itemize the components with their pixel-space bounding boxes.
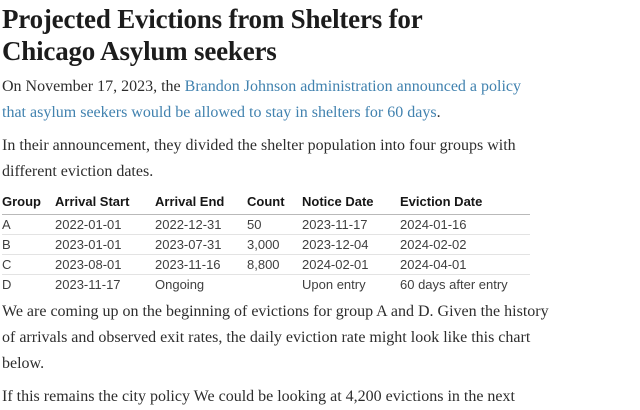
column-header-count: Count [247,192,302,215]
table-cell: 2023-01-01 [55,234,155,255]
column-header-arrival-end: Arrival End [155,192,247,215]
page-title: Projected Evictions from Shelters for Ch… [2,4,423,66]
intro-paragraph: On November 17, 2023, the Brandon Johnso… [2,74,562,126]
policy-announcement-link[interactable]: Brandon Johnson administration announced… [2,78,522,121]
table-cell: 2024-04-01 [400,254,530,275]
intro-text-suffix: . [436,104,441,121]
table-cell: 2023-11-16 [155,254,247,275]
announcement-paragraph: In their announcement, they divided the … [2,137,516,180]
table-row-group-d: D 2023-11-17 Ongoing Upon entry 60 days … [2,275,530,295]
table-cell: D [2,277,12,292]
table-cell: 2024-01-16 [400,214,530,235]
intro-text-prefix: On November 17, 2023, the [2,78,185,95]
table-cell: 2022-01-01 [55,214,155,235]
column-header-notice-date: Notice Date [302,192,400,215]
chart-intro-paragraph: We are coming up on the beginning of evi… [2,303,549,372]
table-cell: 2023-11-17 [302,214,400,235]
table-cell: C [2,254,55,275]
table-cell: 8,800 [247,254,302,275]
column-header-arrival-start: Arrival Start [55,192,155,215]
table-cell: 2023-11-17 [55,277,121,292]
table-cell: 3,000 [247,234,302,255]
column-header-group: Group [2,192,55,215]
table-cell: A [2,214,55,235]
table-row-group-c: C 2023-08-01 2023-11-16 8,800 2024-02-01… [2,254,530,275]
table-cell [247,275,302,295]
eviction-groups-table: Group Arrival Start Arrival End Count No… [2,192,530,294]
table-cell: 2024-02-01 [302,254,400,275]
table-cell: B [2,234,55,255]
table-cell: 2023-07-31 [155,234,247,255]
table-cell: 2023-08-01 [55,254,155,275]
table-cell: Upon entry [302,277,366,292]
table-row-group-b: B 2023-01-01 2023-07-31 3,000 2023-12-04… [2,234,530,255]
table-cell: 60 days after entry [400,277,508,292]
table-cell: 2023-12-04 [302,234,400,255]
table-cell: 2022-12-31 [155,214,247,235]
table-row-group-a: A 2022-01-01 2022-12-31 50 2023-11-17 20… [2,214,530,235]
table-cell: 50 [247,214,302,235]
table-cell: 2024-02-02 [400,234,530,255]
column-header-eviction-date: Eviction Date [400,192,530,215]
table-cell: Ongoing [155,277,205,292]
article-page: Projected Evictions from Shelters for Ch… [2,4,562,405]
table-header-row: Group Arrival Start Arrival End Count No… [2,192,530,215]
projection-paragraph: If this remains the city policy We could… [2,388,515,405]
